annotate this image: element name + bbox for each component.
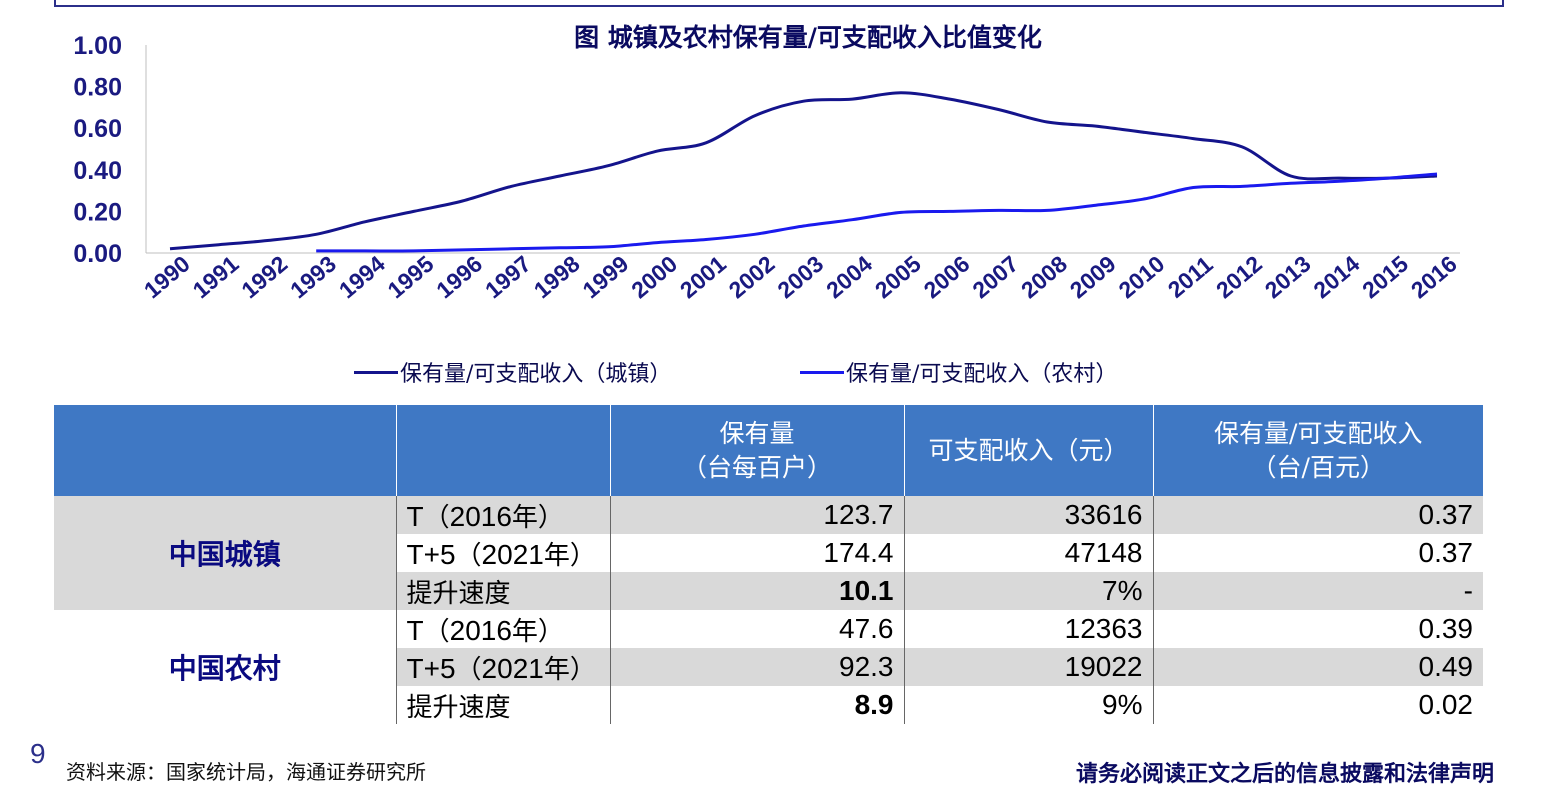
header-income: 可支配收入（元） xyxy=(903,405,1153,496)
ratio-cell: 0.39 xyxy=(1152,610,1483,648)
y-tick-label: 0.00 xyxy=(73,240,122,268)
legend-line-rural xyxy=(800,370,844,374)
page-number: 9 xyxy=(30,738,46,769)
x-tick-label: 1992 xyxy=(236,250,292,303)
legend-line-urban xyxy=(354,370,398,374)
group-label-urban: 中国城镇 xyxy=(54,496,396,610)
x-tick-label: 2003 xyxy=(772,250,828,303)
legend-label-rural: 保有量/可支配收入（农村） xyxy=(846,362,1118,387)
ratio-cell: - xyxy=(1152,572,1483,610)
chart-title: 图 城镇及农村保有量/可支配收入比值变化 xyxy=(574,23,1042,52)
ratio-cell: 0.49 xyxy=(1152,648,1483,686)
y-tick-label: 0.40 xyxy=(73,157,122,185)
header-holding-line1: 保有量 xyxy=(719,418,795,448)
x-tick-label: 2010 xyxy=(1114,250,1170,303)
top-frame-border xyxy=(54,0,1504,7)
y-tick-labels: 0.00 0.20 0.40 0.60 0.80 1.00 xyxy=(73,32,122,268)
holding-cell: 174.4 xyxy=(609,534,904,572)
period-cell: T+5（2021年） xyxy=(395,534,610,572)
disclaimer-link[interactable]: 请务必阅读正文之后的信息披露和法律声明 xyxy=(1075,761,1494,787)
data-table: 保有量 （台每百户） 可支配收入（元） 保有量/可支配收入 （台/百元） 中国城… xyxy=(54,405,1483,724)
x-tick-label: 1994 xyxy=(334,250,390,303)
header-ratio-line1: 保有量/可支配收入 xyxy=(1214,418,1423,448)
x-tick-label: 1998 xyxy=(529,250,585,303)
table-row: T+5（2021年） 174.4 47148 0.37 xyxy=(54,534,1483,572)
ratio-cell: 0.37 xyxy=(1152,534,1483,572)
series-lines xyxy=(169,91,1438,253)
x-tick-label: 2015 xyxy=(1357,250,1413,303)
x-tick-label: 2011 xyxy=(1163,251,1218,303)
holding-cell: 10.1 xyxy=(609,572,904,610)
x-tick-label: 2005 xyxy=(870,250,926,303)
line-chart: 图 城镇及农村保有量/可支配收入比值变化 0.00 0.20 0.40 0.60 0.8… xyxy=(73,23,1462,303)
income-cell: 12363 xyxy=(903,610,1153,648)
table-row: 提升速度 10.1 7% - xyxy=(54,572,1483,610)
ratio-cell: 0.37 xyxy=(1152,496,1483,534)
x-tick-label: 2001 xyxy=(675,250,731,303)
x-tick-label: 2006 xyxy=(919,250,975,303)
header-ratio: 保有量/可支配收入 （台/百元） xyxy=(1152,405,1483,496)
x-tick-label: 1996 xyxy=(431,250,487,303)
x-tick-label: 2008 xyxy=(1016,250,1072,303)
x-tick-labels: 1990199119921993199419951996199719981999… xyxy=(139,250,1462,303)
x-tick-label: 1999 xyxy=(577,250,633,303)
holding-cell: 92.3 xyxy=(609,648,904,686)
income-cell: 19022 xyxy=(903,648,1153,686)
header-blank-1 xyxy=(54,405,396,496)
table-row: 中国农村 T（2016年） 47.6 12363 0.39 xyxy=(54,610,1483,724)
income-cell: 47148 xyxy=(903,534,1153,572)
ratio-cell: 0.02 xyxy=(1152,686,1483,724)
y-tick-label: 0.20 xyxy=(73,198,122,226)
income-cell: 9% xyxy=(903,686,1153,724)
x-tick-label: 2016 xyxy=(1406,250,1462,303)
period-cell: T（2016年） xyxy=(395,496,610,534)
series-line-urban xyxy=(169,91,1438,251)
holding-cell: 47.6 xyxy=(609,610,904,648)
x-tick-label: 2014 xyxy=(1308,250,1364,303)
chart-axes xyxy=(145,45,1460,254)
y-tick-label: 1.00 xyxy=(73,32,122,60)
legend-item-rural: 保有量/可支配收入（农村） xyxy=(800,356,1117,388)
source-note: 资料来源：国家统计局，海通证券研究所 xyxy=(66,760,426,784)
header-holding: 保有量 （台每百户） xyxy=(609,405,904,496)
period-cell: T（2016年） xyxy=(395,610,610,648)
table-row: 提升速度 8.9 9% 0.02 xyxy=(54,686,1483,724)
period-cell: 提升速度 xyxy=(395,686,610,724)
x-tick-label: 2013 xyxy=(1260,250,1316,303)
x-tick-label: 2002 xyxy=(724,250,780,303)
table-row: T+5（2021年） 92.3 19022 0.49 xyxy=(54,648,1483,686)
header-ratio-line2: （台/百元） xyxy=(1251,452,1385,482)
x-tick-label: 1990 xyxy=(139,250,195,303)
header-blank-2 xyxy=(395,405,610,496)
holding-cell: 123.7 xyxy=(609,496,904,534)
header-holding-line2: （台每百户） xyxy=(681,452,832,482)
chart-legend: 保有量/可支配收入（城镇） 保有量/可支配收入（农村） xyxy=(0,356,1560,388)
x-tick-label: 1991 xyxy=(188,250,244,303)
holding-cell: 8.9 xyxy=(609,686,904,724)
series-line-rural xyxy=(316,172,1438,253)
legend-label-urban: 保有量/可支配收入（城镇） xyxy=(400,362,672,387)
x-tick-label: 2007 xyxy=(967,250,1023,303)
income-cell: 7% xyxy=(903,572,1153,610)
y-tick-label: 0.60 xyxy=(73,115,122,143)
period-cell: T+5（2021年） xyxy=(395,648,610,686)
x-tick-label: 2009 xyxy=(1065,250,1121,303)
table-header-row: 保有量 （台每百户） 可支配收入（元） 保有量/可支配收入 （台/百元） xyxy=(54,405,1483,496)
x-tick-label: 2012 xyxy=(1211,250,1267,303)
group-label-rural: 中国农村 xyxy=(54,610,396,724)
x-tick-label: 1993 xyxy=(285,250,341,303)
x-tick-label: 1995 xyxy=(383,250,439,303)
y-tick-label: 0.80 xyxy=(73,74,122,102)
legend-item-urban: 保有量/可支配收入（城镇） xyxy=(354,356,671,388)
period-cell: 提升速度 xyxy=(395,572,610,610)
x-tick-label: 2000 xyxy=(626,250,682,303)
x-tick-label: 2004 xyxy=(821,250,877,303)
income-cell: 33616 xyxy=(903,496,1153,534)
table-row: 中国城镇 T（2016年） 123.7 33616 0.37 xyxy=(54,496,1483,610)
x-tick-label: 1997 xyxy=(480,250,536,303)
